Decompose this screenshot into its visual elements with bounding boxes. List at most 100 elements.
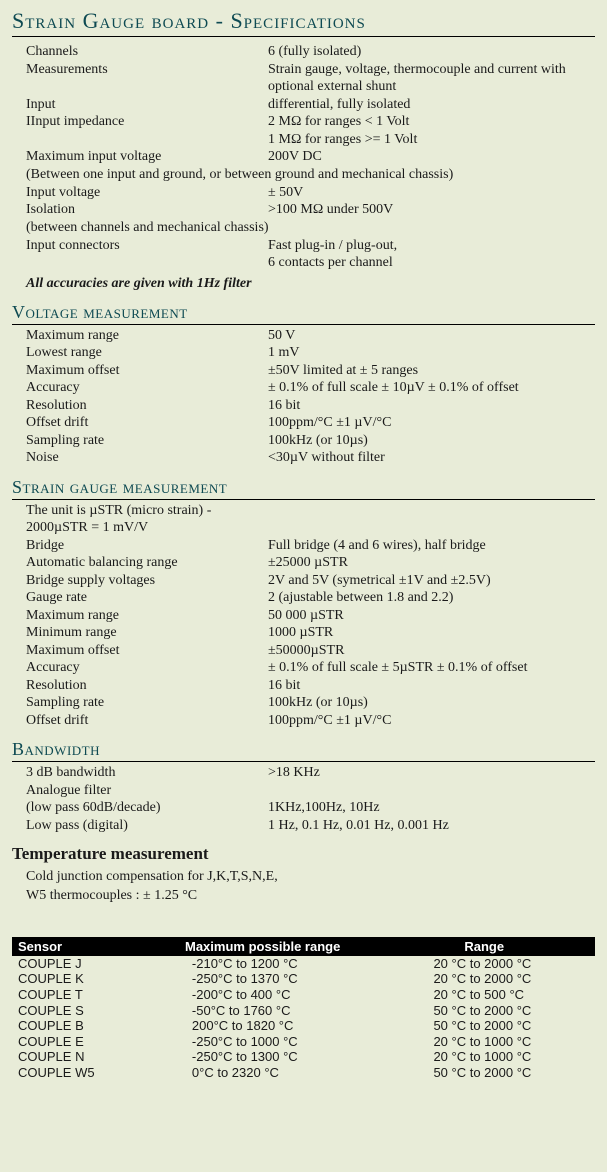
voltage-value: 16 bit <box>268 397 595 415</box>
sensor-table-cell: COUPLE B <box>12 1018 152 1034</box>
voltage-row: Maximum range50 V <box>12 327 595 345</box>
strain-label: Automatic balancing range <box>26 554 268 572</box>
strain-row: Accuracy± 0.1% of full scale ± 5µSTR ± 0… <box>12 659 595 677</box>
bandwidth-label: 3 dB bandwidth <box>26 764 268 782</box>
sensor-table-cell: 50 °C to 2000 °C <box>373 1065 595 1081</box>
bandwidth-row: 3 dB bandwidth>18 KHz <box>12 764 595 782</box>
sensor-table-cell: COUPLE E <box>12 1034 152 1050</box>
voltage-value: <30µV without filter <box>268 449 595 467</box>
spec-row: Inputdifferential, fully isolated <box>12 96 595 114</box>
sensor-table-cell: -250°C to 1000 °C <box>152 1034 374 1050</box>
voltage-value: 50 V <box>268 327 595 345</box>
sensor-table-cell: -250°C to 1370 °C <box>152 971 374 987</box>
spec-label: Channels <box>26 43 268 61</box>
voltage-label: Lowest range <box>26 344 268 362</box>
strain-row: Offset drift100ppm/°C ±1 µV/°C <box>12 712 595 730</box>
strain-heading: Strain gauge measurement <box>12 477 595 500</box>
sensor-table-cell: 20 °C to 1000 °C <box>373 1049 595 1065</box>
voltage-label: Resolution <box>26 397 268 415</box>
strain-label: Gauge rate <box>26 589 268 607</box>
strain-row: Automatic balancing range±25000 µSTR <box>12 554 595 572</box>
voltage-value: 100kHz (or 10µs) <box>268 432 595 450</box>
strain-value <box>268 502 595 537</box>
sensor-table-cell: -50°C to 1760 °C <box>152 1003 374 1019</box>
strain-value: 100ppm/°C ±1 µV/°C <box>268 712 595 730</box>
strain-value: 50 000 µSTR <box>268 607 595 625</box>
spec-label: Input connectors <box>26 237 268 255</box>
spec-label: IInput impedance <box>26 113 268 131</box>
strain-value: 1000 µSTR <box>268 624 595 642</box>
sensor-table-cell: COUPLE J <box>12 956 152 972</box>
spec-value: 1 MΩ for ranges >= 1 Volt <box>268 131 595 149</box>
bandwidth-label: Low pass (digital) <box>26 817 268 835</box>
sensor-table-cell: COUPLE N <box>12 1049 152 1065</box>
voltage-label: Sampling rate <box>26 432 268 450</box>
spec-label: Measurements <box>26 61 268 96</box>
temperature-line1: Cold junction compensation for J,K,T,S,N… <box>12 868 595 886</box>
voltage-label: Maximum offset <box>26 362 268 380</box>
sensor-table-cell: COUPLE W5 <box>12 1065 152 1081</box>
voltage-label: Accuracy <box>26 379 268 397</box>
spec-label <box>26 254 268 272</box>
sensor-table-header: Maximum possible range <box>152 937 374 956</box>
spec-row: IInput impedance2 MΩ for ranges < 1 Volt <box>12 113 595 131</box>
sensor-table-cell: -250°C to 1300 °C <box>152 1049 374 1065</box>
bandwidth-heading: Bandwidth <box>12 739 595 762</box>
sensor-table-row: COUPLE S-50°C to 1760 °C50 °C to 2000 °C <box>12 1003 595 1019</box>
spec-label: Input <box>26 96 268 114</box>
sensor-table-header: Sensor <box>12 937 152 956</box>
strain-value: 100kHz (or 10µs) <box>268 694 595 712</box>
page-title: Strain Gauge board - Specifications <box>12 8 595 37</box>
sensor-table: SensorMaximum possible rangeRange COUPLE… <box>12 937 595 1081</box>
sensor-table-cell: 20 °C to 500 °C <box>373 987 595 1003</box>
sensor-table-cell: 0°C to 2320 °C <box>152 1065 374 1081</box>
strain-value: ±50000µSTR <box>268 642 595 660</box>
spec-value: ± 50V <box>268 184 595 202</box>
spec-value: >100 MΩ under 500V <box>268 201 595 219</box>
voltage-row: Lowest range1 mV <box>12 344 595 362</box>
spec-row: Input voltage± 50V <box>12 184 595 202</box>
sensor-table-cell: 20 °C to 1000 °C <box>373 1034 595 1050</box>
spec-row: Input connectorsFast plug-in / plug-out, <box>12 237 595 255</box>
spec-row: 1 MΩ for ranges >= 1 Volt <box>12 131 595 149</box>
strain-label: Offset drift <box>26 712 268 730</box>
spec-row: Channels6 (fully isolated) <box>12 43 595 61</box>
spec-label: Maximum input voltage <box>26 148 268 166</box>
sensor-table-cell: 50 °C to 2000 °C <box>373 1003 595 1019</box>
voltage-value: ± 0.1% of full scale ± 10µV ± 0.1% of of… <box>268 379 595 397</box>
strain-value: 2 (ajustable between 1.8 and 2.2) <box>268 589 595 607</box>
sensor-table-header: Range <box>373 937 595 956</box>
sensor-table-cell: 200°C to 1820 °C <box>152 1018 374 1034</box>
spec-value: 200V DC <box>268 148 595 166</box>
voltage-heading: Voltage measurement <box>12 302 595 325</box>
strain-row: Resolution16 bit <box>12 677 595 695</box>
strain-label: Bridge supply voltages <box>26 572 268 590</box>
strain-label: Sampling rate <box>26 694 268 712</box>
voltage-value: ±50V limited at ± 5 ranges <box>268 362 595 380</box>
spec-label: Input voltage <box>26 184 268 202</box>
sensor-table-cell: 20 °C to 2000 °C <box>373 956 595 972</box>
strain-label: The unit is µSTR (micro strain) - 2000µS… <box>26 502 268 537</box>
spec-value: 2 MΩ for ranges < 1 Volt <box>268 113 595 131</box>
strain-label: Minimum range <box>26 624 268 642</box>
strain-value: 16 bit <box>268 677 595 695</box>
sensor-table-cell: -200°C to 400 °C <box>152 987 374 1003</box>
voltage-value: 100ppm/°C ±1 µV/°C <box>268 414 595 432</box>
voltage-label: Offset drift <box>26 414 268 432</box>
spec-label: Isolation <box>26 201 268 219</box>
sensor-table-row: COUPLE T-200°C to 400 °C20 °C to 500 °C <box>12 987 595 1003</box>
sensor-table-row: COUPLE N-250°C to 1300 °C20 °C to 1000 °… <box>12 1049 595 1065</box>
sensor-table-cell: COUPLE S <box>12 1003 152 1019</box>
voltage-row: Offset drift100ppm/°C ±1 µV/°C <box>12 414 595 432</box>
strain-row: Gauge rate2 (ajustable between 1.8 and 2… <box>12 589 595 607</box>
spec-row: Maximum input voltage200V DC <box>12 148 595 166</box>
voltage-label: Maximum range <box>26 327 268 345</box>
sensor-table-cell: COUPLE T <box>12 987 152 1003</box>
spec-note-2: (between channels and mechanical chassis… <box>12 219 595 237</box>
strain-row: Sampling rate100kHz (or 10µs) <box>12 694 595 712</box>
spec-row: MeasurementsStrain gauge, voltage, therm… <box>12 61 595 96</box>
voltage-value: 1 mV <box>268 344 595 362</box>
sensor-table-cell: -210°C to 1200 °C <box>152 956 374 972</box>
strain-row: BridgeFull bridge (4 and 6 wires), half … <box>12 537 595 555</box>
bandwidth-value: 1 Hz, 0.1 Hz, 0.01 Hz, 0.001 Hz <box>268 817 595 835</box>
